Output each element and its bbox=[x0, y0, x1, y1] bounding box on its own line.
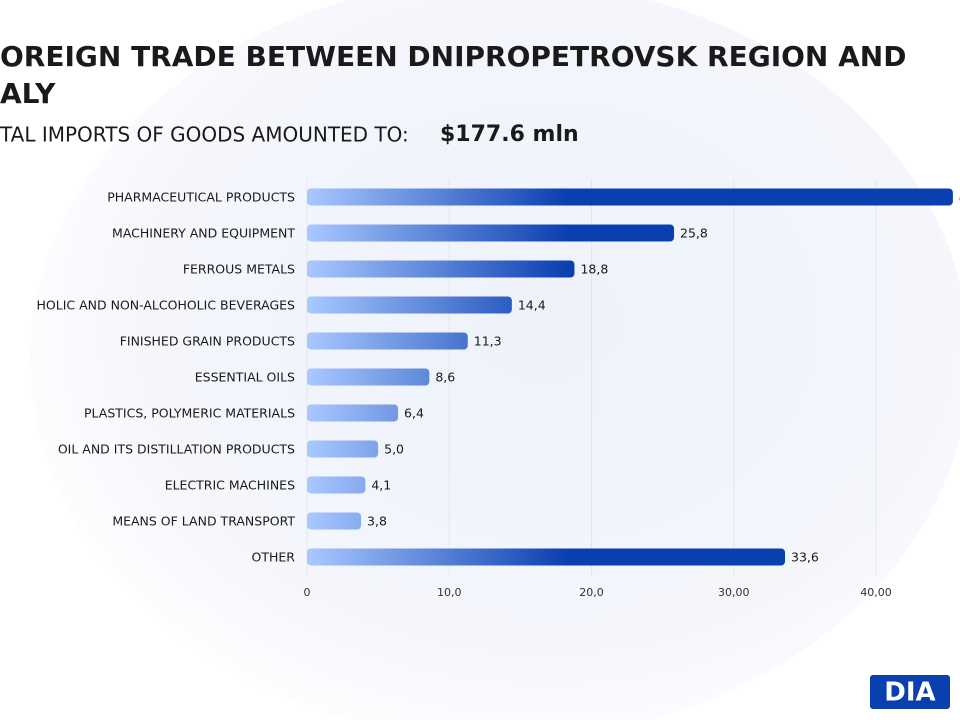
value-label: 4,1 bbox=[371, 478, 391, 493]
total: $177.6 mln bbox=[440, 122, 579, 147]
x-tick-label: 10,0 bbox=[437, 586, 462, 599]
chart-title: ALY bbox=[0, 77, 56, 110]
value-label: 33,6 bbox=[791, 550, 819, 565]
bar bbox=[307, 332, 468, 350]
logo-box bbox=[870, 675, 950, 709]
category-label: FINISHED GRAIN PRODUCTS bbox=[120, 334, 295, 349]
bar bbox=[307, 548, 786, 566]
bar bbox=[307, 296, 512, 314]
bar bbox=[307, 512, 362, 530]
category-label: MACHINERY AND EQUIPMENT bbox=[112, 226, 295, 241]
value-label: 8,6 bbox=[435, 370, 455, 385]
value-label: 18,8 bbox=[580, 262, 608, 277]
bar bbox=[307, 476, 366, 494]
logo: DIA bbox=[884, 678, 935, 708]
category-label: PHARMACEUTICAL PRODUCTS bbox=[107, 190, 295, 205]
bar bbox=[307, 440, 379, 458]
bar bbox=[307, 260, 575, 278]
x-tick-label: 20,0 bbox=[579, 586, 604, 599]
value-label: 25,8 bbox=[680, 226, 708, 241]
value-label: 45,4 bbox=[959, 190, 960, 205]
subtitle: TAL IMPORTS OF GOODS AMOUNTED TO: bbox=[0, 123, 409, 147]
chart-title: OREIGN TRADE BETWEEN DNIPROPETROVSK REGI… bbox=[0, 40, 906, 73]
x-tick-label: 0 bbox=[304, 586, 311, 599]
category-label: FERROUS METALS bbox=[183, 262, 295, 277]
bar bbox=[307, 404, 399, 422]
bar bbox=[307, 224, 675, 242]
value-label: 6,4 bbox=[404, 406, 424, 421]
bar bbox=[307, 188, 953, 206]
category-label: PLASTICS, POLYMERIC MATERIALS bbox=[84, 406, 295, 421]
backdrop bbox=[30, 0, 960, 720]
category-label: OIL AND ITS DISTILLATION PRODUCTS bbox=[58, 442, 295, 457]
category-label: OTHER bbox=[252, 550, 296, 565]
x-tick-label: 30,00 bbox=[718, 586, 750, 599]
category-label: ELECTRIC MACHINES bbox=[165, 478, 295, 493]
value-label: 14,4 bbox=[518, 298, 546, 313]
value-label: 11,3 bbox=[474, 334, 502, 349]
category-label: HOLIC AND NON-ALCOHOLIC BEVERAGES bbox=[37, 298, 296, 313]
value-label: 5,0 bbox=[384, 442, 404, 457]
category-label: ESSENTIAL OILS bbox=[195, 370, 295, 385]
bar bbox=[307, 368, 430, 386]
x-tick-label: 40,00 bbox=[860, 586, 892, 599]
value-label: 3,8 bbox=[367, 514, 387, 529]
category-label: MEANS OF LAND TRANSPORT bbox=[112, 514, 295, 529]
